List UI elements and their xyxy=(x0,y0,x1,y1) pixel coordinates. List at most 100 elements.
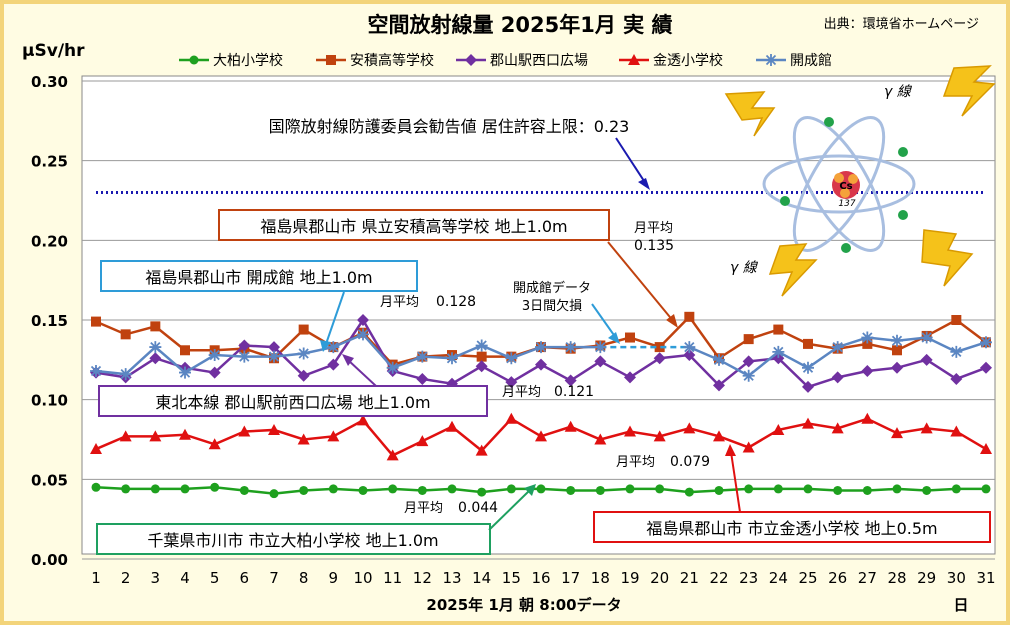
data-point xyxy=(119,368,132,381)
reference-arrow-head xyxy=(638,178,650,190)
legend-label: 安積高等学校 xyxy=(350,52,434,69)
radiation-line-chart: 空間放射線量 2025年1月 実 績 出典：環境省ホームページ μSv/hr 大… xyxy=(22,13,996,614)
annotation-eki-text: 東北本線 郡山駅前西口広場 地上1.0m xyxy=(155,393,430,412)
mass-number-label: 137 xyxy=(838,199,855,209)
data-point xyxy=(357,314,369,326)
x-tick-label: 27 xyxy=(858,569,877,587)
annotation-ichikawa-avg-value: 0.044 xyxy=(458,500,498,516)
data-point xyxy=(950,372,963,385)
annotation-missing-line2: 3日間欠損 xyxy=(522,298,582,314)
series-0 xyxy=(91,482,991,499)
series-4 xyxy=(90,328,992,382)
x-tick-label: 17 xyxy=(561,569,580,587)
data-point xyxy=(298,324,309,335)
data-point xyxy=(327,341,340,354)
y-axis-label: μSv/hr xyxy=(22,41,85,61)
gamma-label-upper: γ 線 xyxy=(884,84,913,100)
data-point xyxy=(91,482,101,492)
x-tick-label: 28 xyxy=(887,569,906,587)
annotation-anzumi: 福島県郡山市 県立安積高等学校 地上1.0m 月平均 0.135 xyxy=(218,209,678,328)
y-tick-label: 0.00 xyxy=(31,551,68,569)
data-point xyxy=(920,353,933,366)
x-tick-label: 14 xyxy=(472,569,491,587)
data-point xyxy=(268,341,280,354)
data-point xyxy=(594,341,607,354)
data-point xyxy=(861,331,874,344)
data-point xyxy=(653,430,666,442)
annotation-anzumi-avg-value: 0.135 xyxy=(634,238,674,254)
data-point xyxy=(803,338,813,349)
data-point xyxy=(773,324,784,335)
legend-label: 郡山駅西口広場 xyxy=(490,53,588,69)
legend-label: 開成館 xyxy=(790,52,832,69)
data-point xyxy=(861,412,874,424)
x-tick-label: 24 xyxy=(769,569,788,587)
data-point xyxy=(773,484,783,494)
data-point xyxy=(892,345,902,356)
data-point xyxy=(268,423,280,435)
annotation-kaiseikan-text: 福島県郡山市 開成館 地上1.0m xyxy=(145,268,372,287)
data-point xyxy=(862,485,872,495)
data-point xyxy=(624,371,636,384)
x-tick-label: 25 xyxy=(798,569,817,587)
x-tick-label: 19 xyxy=(620,569,639,587)
data-point xyxy=(713,379,725,392)
data-point xyxy=(327,358,340,371)
legend-marker xyxy=(189,55,199,65)
series-line xyxy=(95,332,601,376)
y-axis-ticks: 0.00 0.05 0.10 0.15 0.20 0.25 0.30 xyxy=(31,73,68,569)
x-tick-label: 6 xyxy=(240,569,250,587)
annotation-ichikawa-text: 千葉県市川市 市立大柏小学校 地上1.0m xyxy=(147,531,438,550)
data-point xyxy=(892,484,902,494)
data-point xyxy=(831,422,844,434)
data-point xyxy=(120,329,131,340)
legend-marker xyxy=(326,55,336,65)
annotation-kaiseikan-avg-value: 0.128 xyxy=(436,294,476,310)
data-point xyxy=(861,364,874,377)
data-point xyxy=(91,316,101,327)
annotation-kinsuke: 月平均 0.079 福島県郡山市 市立金透小学校 地上0.5m xyxy=(593,444,991,543)
data-point xyxy=(328,484,338,494)
data-point xyxy=(179,366,191,379)
gamma-ray-icon xyxy=(724,65,996,297)
x-tick-label: 7 xyxy=(269,569,279,587)
data-point xyxy=(654,342,665,353)
electron-icon xyxy=(841,243,851,253)
x-tick-label: 1 xyxy=(91,569,101,587)
data-point xyxy=(357,414,369,426)
data-point xyxy=(772,345,785,358)
data-point xyxy=(743,334,754,345)
data-point xyxy=(802,380,814,393)
data-point xyxy=(149,352,162,365)
x-tick-label: 16 xyxy=(531,569,550,587)
annotation-anzumi-avg-label: 月平均 xyxy=(634,221,673,236)
data-point xyxy=(980,443,992,455)
data-point xyxy=(475,444,488,456)
data-point xyxy=(180,345,190,356)
data-point xyxy=(684,311,695,322)
data-point xyxy=(297,347,310,360)
data-point xyxy=(951,484,961,494)
legend-marker xyxy=(465,54,477,66)
data-point xyxy=(210,482,220,492)
y-tick-label: 0.20 xyxy=(31,232,68,250)
data-point xyxy=(180,484,190,494)
data-point xyxy=(447,484,457,494)
data-point xyxy=(564,374,577,387)
data-point xyxy=(386,361,399,374)
data-point xyxy=(742,355,755,368)
x-tick-label: 5 xyxy=(210,569,220,587)
data-point xyxy=(713,353,725,366)
series-2 xyxy=(90,314,992,393)
data-point xyxy=(891,334,903,347)
x-tick-label: 11 xyxy=(383,569,402,587)
data-point xyxy=(833,485,843,495)
nucleus-label: Cs xyxy=(839,181,852,192)
x-tick-label: 3 xyxy=(151,569,161,587)
y-tick-label: 0.05 xyxy=(31,471,68,489)
annotation-missing-data: 開成館データ 3日間欠損 xyxy=(513,280,620,344)
data-point xyxy=(744,484,754,494)
series-group xyxy=(90,311,992,499)
data-point xyxy=(121,484,131,494)
data-point xyxy=(208,438,221,450)
